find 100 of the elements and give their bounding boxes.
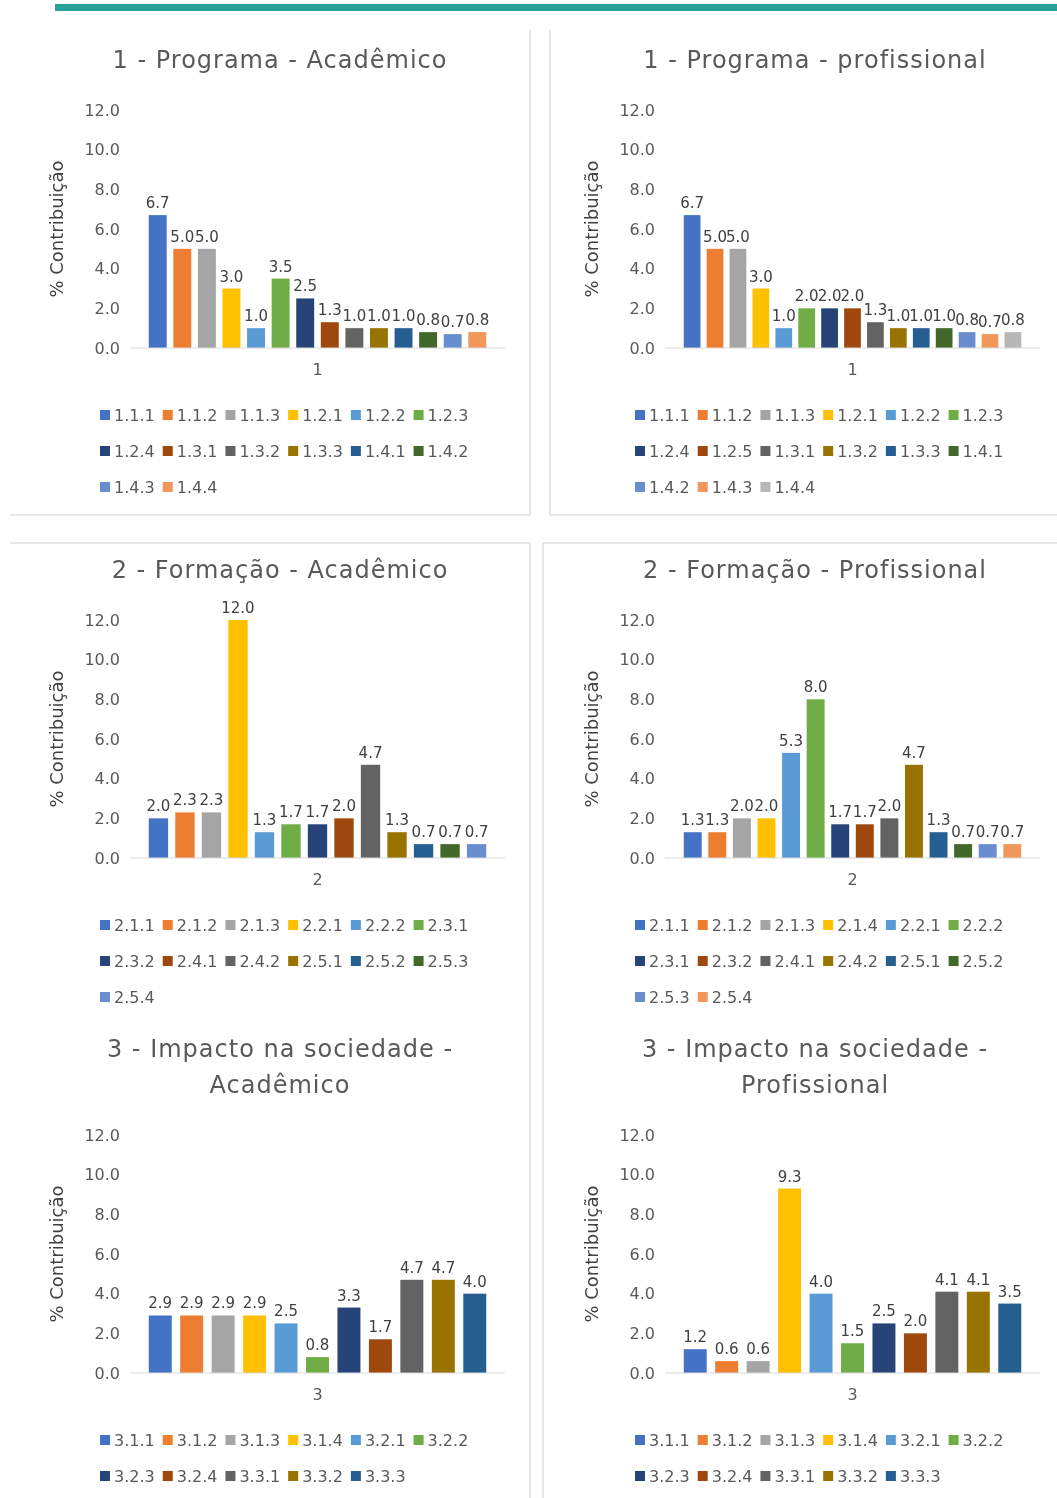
data-label: 2.3 [173, 791, 197, 810]
x-tick-label: 2 [847, 870, 858, 890]
legend-label: 2.2.2 [364, 916, 406, 935]
data-label: 0.8 [465, 311, 490, 330]
data-label: 3.3 [337, 1286, 361, 1305]
bar [337, 1307, 361, 1373]
y-tick-label: 2.0 [94, 298, 120, 318]
y-tick-label: 8.0 [629, 1204, 655, 1224]
data-label: 4.0 [809, 1272, 833, 1291]
legend-label: 2.1.1 [114, 916, 155, 935]
legend-label: 1.1.2 [711, 406, 753, 425]
data-label: 4.7 [902, 743, 926, 762]
x-tick-label: 3 [847, 1385, 858, 1405]
y-axis-title: % Contribuição [46, 670, 67, 808]
bar [281, 824, 301, 858]
bar [180, 1315, 204, 1373]
data-label: 2.5 [274, 1302, 298, 1321]
data-label: 1.0 [342, 307, 367, 326]
legend-label: 3.3.2 [302, 1467, 343, 1486]
data-label: 4.1 [934, 1270, 959, 1289]
y-tick-label: 2.0 [629, 298, 655, 318]
legend-label: 3.3.3 [899, 1467, 941, 1486]
bar [683, 215, 701, 348]
bar [211, 1315, 235, 1373]
chart-title: 3 - Impacto na sociedade - Profissional [641, 1035, 989, 1099]
data-label: 0.7 [951, 823, 976, 842]
data-label: 2.0 [754, 797, 779, 816]
legend-label: 2.5.3 [427, 952, 469, 971]
legend-label: 3.1.2 [711, 1431, 753, 1450]
bar [798, 308, 816, 348]
y-tick-label: 10.0 [84, 650, 120, 670]
bar [360, 764, 381, 858]
y-axis-title: % Contribuição [581, 670, 602, 808]
data-label: 0.7 [440, 313, 465, 332]
bar [1003, 844, 1022, 858]
data-label: 2.5 [872, 1302, 896, 1321]
y-tick-label: 6.0 [629, 219, 655, 239]
y-tick-label: 12.0 [84, 610, 120, 630]
data-label: 1.0 [909, 307, 934, 326]
y-tick-label: 12.0 [619, 100, 655, 120]
bar [173, 248, 192, 348]
data-label: 0.7 [978, 313, 1002, 332]
data-label: 5.3 [779, 731, 803, 750]
data-label: 1.3 [863, 301, 888, 320]
bar [148, 818, 169, 858]
chart-title: 2 - Formação - Profissional [643, 556, 987, 584]
bar [978, 844, 997, 858]
y-tick-label: 4.0 [629, 259, 655, 279]
bar [320, 322, 339, 348]
y-tick-label: 12.0 [84, 1125, 120, 1145]
bar [929, 832, 948, 858]
data-label: 0.7 [411, 823, 436, 842]
bar [855, 824, 874, 858]
data-label: 5.0 [703, 227, 727, 246]
data-label: 1.7 [279, 803, 303, 822]
legend-label: 1.1.3 [774, 406, 816, 425]
legend-label: 1.4.2 [427, 442, 469, 461]
legend-label: 3.2.3 [114, 1467, 155, 1486]
bar [419, 332, 438, 348]
legend-label: 3.2.2 [427, 1431, 469, 1450]
bar [175, 812, 195, 858]
bar [400, 1279, 424, 1373]
y-tick-label: 0.0 [629, 338, 655, 358]
y-tick-label: 0.0 [629, 848, 655, 868]
data-label: 2.5 [293, 277, 318, 296]
y-tick-label: 0.0 [94, 848, 120, 868]
legend-label: 1.4.1 [962, 442, 1004, 461]
bar [966, 1291, 990, 1373]
bar [413, 844, 434, 858]
data-label: 2.0 [794, 287, 819, 306]
y-tick-label: 8.0 [629, 179, 655, 199]
chart-title: 1 - Programa - Acadêmico [112, 46, 448, 74]
legend-label: 2.1.3 [774, 916, 816, 935]
legend-label: 3.2.1 [364, 1431, 406, 1450]
x-tick-label: 2 [312, 870, 323, 890]
bar [306, 1357, 329, 1373]
data-label: 0.7 [975, 823, 1000, 842]
legend-label: 2.5.2 [962, 952, 1004, 971]
legend-label: 1.3.3 [302, 442, 343, 461]
legend-label: 2.4.2 [239, 952, 281, 971]
legend-label: 2.1.3 [239, 916, 281, 935]
data-label: 12.0 [221, 599, 255, 617]
y-tick-label: 6.0 [94, 729, 120, 749]
bar [274, 1323, 298, 1373]
x-tick-label: 1 [847, 360, 858, 380]
bar [821, 308, 838, 348]
data-label: 0.8 [305, 1336, 330, 1355]
data-label: 1.0 [771, 307, 796, 326]
data-label: 4.0 [462, 1272, 487, 1291]
bar [243, 1315, 267, 1373]
legend-label: 1.1.3 [239, 406, 281, 425]
y-tick-label: 10.0 [619, 140, 655, 160]
y-tick-label: 4.0 [94, 1284, 120, 1304]
legend-label: 2.5.4 [711, 988, 753, 1007]
legend-label: 3.3.1 [774, 1467, 816, 1486]
data-label: 2.9 [148, 1294, 173, 1313]
legend-label: 1.2.2 [899, 406, 941, 425]
data-label: 3.0 [219, 267, 244, 286]
bar [683, 832, 702, 858]
bar [954, 844, 973, 858]
